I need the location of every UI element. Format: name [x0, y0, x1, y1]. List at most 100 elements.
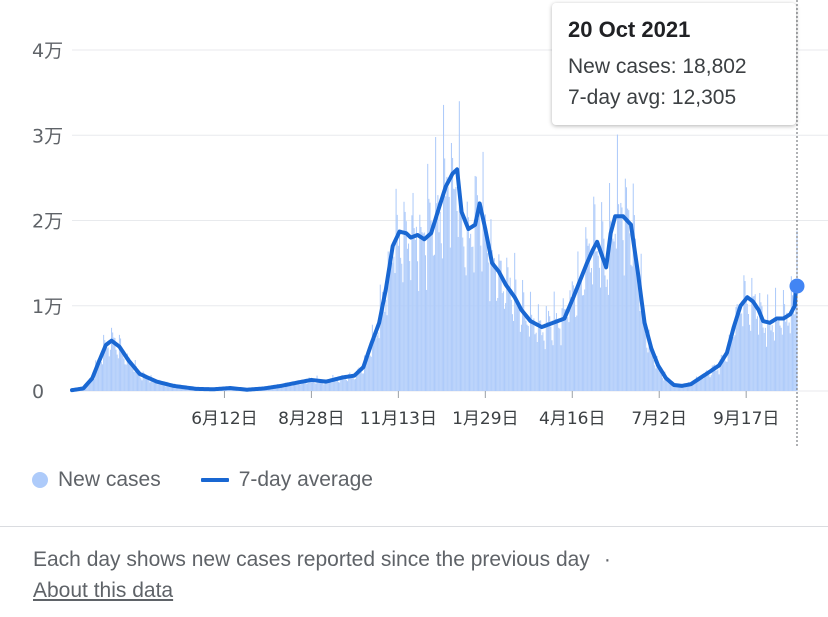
new-cases-bar	[555, 313, 557, 391]
new-cases-bar	[379, 284, 381, 391]
new-cases-bar	[438, 232, 440, 391]
new-cases-bar	[278, 385, 280, 391]
new-cases-bar	[326, 380, 328, 391]
new-cases-bar	[146, 378, 148, 391]
new-cases-bar	[302, 380, 305, 391]
new-cases-bar	[107, 347, 109, 391]
new-cases-bar	[579, 281, 581, 391]
new-cases-bar	[420, 227, 422, 391]
x-tick-label: 11月13日	[360, 409, 437, 429]
new-cases-bar	[609, 183, 611, 391]
new-cases-bar	[526, 324, 528, 391]
new-cases-bar	[125, 364, 127, 391]
new-cases-bar	[327, 381, 329, 391]
new-cases-bar	[167, 383, 169, 391]
new-cases-bar	[401, 263, 403, 391]
new-cases-bar	[622, 240, 624, 391]
new-cases-bar	[776, 316, 778, 391]
new-cases-bar	[458, 101, 460, 392]
new-cases-bar	[650, 350, 652, 391]
new-cases-bar	[165, 386, 167, 391]
new-cases-bar	[453, 188, 455, 391]
new-cases-bar	[569, 290, 571, 391]
new-cases-bar	[138, 370, 140, 391]
new-cases-bar	[606, 279, 608, 391]
new-cases-bar	[386, 315, 388, 391]
y-axis-ticks: 0 1万 2万 3万 4万	[32, 40, 63, 403]
new-cases-bar	[541, 335, 543, 391]
new-cases-bar	[117, 358, 119, 391]
new-cases-bar	[351, 375, 353, 391]
new-cases-bar	[313, 381, 315, 391]
new-cases-bar	[324, 379, 326, 391]
new-cases-bar	[631, 266, 633, 391]
new-cases-bar	[414, 239, 416, 391]
new-cases-bar	[520, 324, 522, 391]
new-cases-bar	[287, 383, 289, 391]
new-cases-bar	[272, 387, 274, 391]
new-cases-bar	[411, 215, 413, 391]
new-cases-bar	[780, 327, 782, 391]
new-cases-bar	[305, 380, 307, 391]
new-cases-bar	[144, 374, 146, 391]
new-cases-bar	[764, 327, 766, 391]
new-cases-bar	[387, 251, 389, 391]
new-cases-bar	[627, 208, 629, 391]
new-cases-bar	[644, 324, 646, 391]
new-cases-bar	[629, 233, 631, 391]
new-cases-bar	[136, 369, 139, 391]
new-cases-bar	[611, 225, 613, 391]
new-cases-bar	[455, 187, 457, 391]
new-cases-bar	[769, 320, 771, 391]
new-cases-bar	[793, 292, 795, 391]
new-cases-bar	[740, 313, 742, 391]
new-cases-bar	[607, 294, 609, 391]
new-cases-bar	[431, 231, 433, 391]
new-cases-bar	[99, 363, 101, 391]
new-cases-bar	[758, 334, 760, 391]
new-cases-bar	[548, 310, 550, 391]
new-cases-bar	[532, 320, 534, 391]
new-cases-bar	[708, 374, 710, 391]
new-cases-bar	[558, 327, 560, 391]
new-cases-bar	[729, 342, 731, 391]
new-cases-bar	[424, 255, 426, 391]
new-cases-bar	[444, 158, 446, 391]
new-cases-bar	[155, 381, 157, 391]
new-cases-bar	[745, 297, 747, 391]
new-cases-bar	[706, 370, 708, 391]
new-cases-bar	[613, 241, 615, 391]
new-cases-bar	[663, 380, 665, 391]
new-cases-bar	[492, 267, 494, 391]
new-cases-bar	[648, 329, 650, 391]
new-cases-bar	[761, 306, 763, 391]
new-cases-bar	[533, 318, 535, 391]
cases-chart[interactable]: 0 1万 2万 3万 4万 6月12日 8月28日 11月13日 1月29日 4月16日 7月2日…	[0, 0, 828, 460]
new-cases-bar	[101, 364, 104, 391]
new-cases-bar	[726, 361, 728, 391]
new-cases-bar	[361, 373, 363, 391]
new-cases-bar	[465, 275, 467, 391]
new-cases-bar	[150, 375, 152, 391]
tooltip-date: 20 Oct 2021	[568, 17, 691, 42]
new-cases-bar	[514, 252, 516, 391]
new-cases-bar	[476, 195, 478, 391]
new-cases-bar	[173, 387, 175, 391]
new-cases-bar	[352, 376, 354, 391]
new-cases-bar	[612, 238, 614, 391]
new-cases-bar	[171, 386, 174, 391]
new-cases-bar	[794, 314, 796, 391]
new-cases-bar	[550, 326, 552, 391]
new-cases-bar	[148, 379, 150, 391]
new-cases-bar	[718, 374, 720, 391]
new-cases-bar	[516, 298, 518, 391]
new-cases-bar	[104, 340, 106, 391]
new-cases-bar	[666, 378, 668, 391]
about-this-data-link[interactable]: About this data	[33, 579, 174, 602]
new-cases-bar	[595, 251, 597, 391]
new-cases-bar	[543, 340, 545, 391]
new-cases-bar	[702, 378, 704, 391]
new-cases-bar	[760, 302, 762, 391]
new-cases-bar	[651, 355, 653, 391]
new-cases-bar	[343, 375, 345, 391]
